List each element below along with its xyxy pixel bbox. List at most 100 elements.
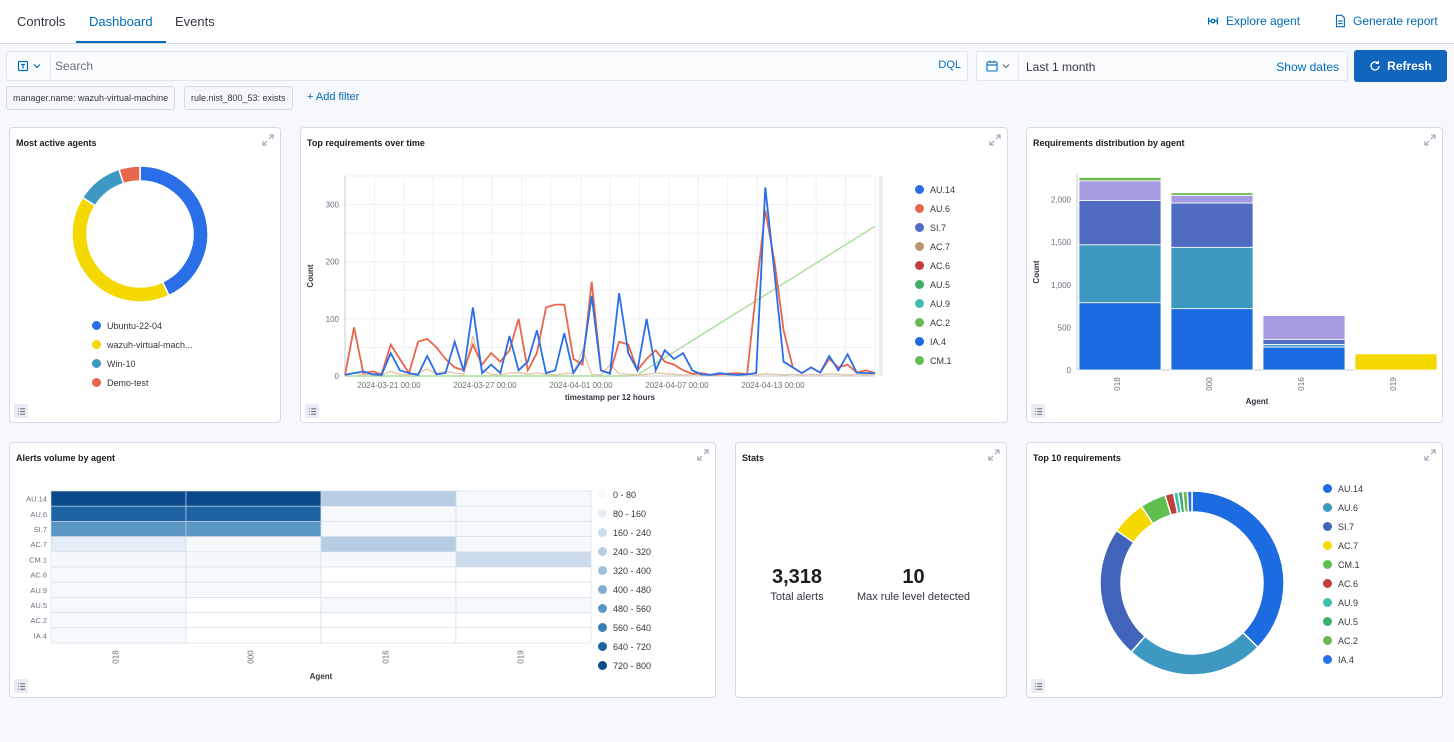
bar-segment[interactable] bbox=[1262, 346, 1346, 371]
tab-controls[interactable]: Controls bbox=[17, 14, 66, 29]
heatmap-cell[interactable] bbox=[185, 566, 322, 583]
dql-toggle[interactable]: DQL bbox=[938, 59, 961, 71]
legend-item[interactable]: AU.14 bbox=[1323, 479, 1363, 498]
legend-item[interactable]: AU.14 bbox=[915, 180, 955, 199]
refresh-button[interactable]: Refresh bbox=[1354, 50, 1447, 82]
search-input[interactable] bbox=[53, 54, 913, 78]
heatmap-cell[interactable] bbox=[50, 566, 187, 583]
legend-item[interactable]: wazuh-virtual-mach... bbox=[92, 335, 193, 354]
bar-segment[interactable] bbox=[1078, 200, 1162, 246]
donut-slice[interactable] bbox=[71, 196, 170, 303]
legend-toggle-button[interactable] bbox=[305, 404, 319, 418]
heatmap-cell[interactable] bbox=[185, 581, 322, 598]
heatmap-cell[interactable] bbox=[455, 581, 592, 598]
heatmap-cell[interactable] bbox=[50, 505, 187, 522]
add-filter-button[interactable]: + Add filter bbox=[307, 91, 360, 103]
heatmap-cell[interactable] bbox=[185, 627, 322, 644]
expand-icon[interactable] bbox=[989, 134, 1001, 146]
heatmap-cell[interactable] bbox=[320, 627, 457, 644]
bar-segment[interactable] bbox=[1078, 180, 1162, 201]
expand-icon[interactable] bbox=[1424, 449, 1436, 461]
bar-segment[interactable] bbox=[1170, 192, 1254, 196]
legend-item[interactable]: AU.5 bbox=[915, 275, 955, 294]
explore-agent-button[interactable]: Explore agent bbox=[1206, 14, 1300, 28]
heatmap-cell[interactable] bbox=[320, 490, 457, 507]
heatmap-cell[interactable] bbox=[455, 505, 592, 522]
legend-item[interactable]: 640 - 720 bbox=[598, 637, 651, 656]
legend-toggle-button[interactable] bbox=[1031, 404, 1045, 418]
heatmap-cell[interactable] bbox=[320, 536, 457, 553]
legend-item[interactable]: 240 - 320 bbox=[598, 542, 651, 561]
heatmap-cell[interactable] bbox=[320, 521, 457, 537]
donut-slice[interactable] bbox=[139, 165, 209, 297]
legend-item[interactable]: 160 - 240 bbox=[598, 523, 651, 542]
bar-segment[interactable] bbox=[1170, 202, 1254, 248]
heatmap-cell[interactable] bbox=[50, 536, 187, 553]
heatmap-cell[interactable] bbox=[50, 521, 187, 537]
heatmap-cell[interactable] bbox=[50, 612, 187, 629]
saved-query-menu[interactable] bbox=[7, 52, 51, 80]
legend-item[interactable]: 400 - 480 bbox=[598, 580, 651, 599]
legend-item[interactable]: IA.4 bbox=[915, 332, 955, 351]
legend-toggle-button[interactable] bbox=[14, 404, 28, 418]
series-line[interactable] bbox=[344, 335, 876, 376]
heatmap-cell[interactable] bbox=[50, 581, 187, 598]
donut-slice[interactable] bbox=[1191, 490, 1285, 649]
donut-slice[interactable] bbox=[1099, 529, 1147, 654]
legend-item[interactable]: CM.1 bbox=[915, 351, 955, 370]
legend-item[interactable]: CM.1 bbox=[1323, 555, 1363, 574]
heatmap-cell[interactable] bbox=[50, 551, 187, 568]
bar-segment[interactable] bbox=[1354, 353, 1437, 371]
heatmap-cell[interactable] bbox=[455, 612, 592, 629]
legend-item[interactable]: 80 - 160 bbox=[598, 504, 651, 523]
filter-pill-nist[interactable]: rule.nist_800_53: exists bbox=[184, 86, 293, 110]
legend-item[interactable]: AC.7 bbox=[1323, 536, 1363, 555]
legend-item[interactable]: AC.7 bbox=[915, 237, 955, 256]
legend-item[interactable]: Win-10 bbox=[92, 354, 193, 373]
legend-item[interactable]: AU.6 bbox=[915, 199, 955, 218]
bar-segment[interactable] bbox=[1262, 338, 1346, 345]
legend-item[interactable]: AU.6 bbox=[1323, 498, 1363, 517]
heatmap-cell[interactable] bbox=[320, 505, 457, 522]
bar-segment[interactable] bbox=[1078, 302, 1162, 371]
heatmap-cell[interactable] bbox=[455, 521, 592, 537]
heatmap-cell[interactable] bbox=[320, 612, 457, 629]
heatmap-cell[interactable] bbox=[455, 627, 592, 644]
heatmap-cell[interactable] bbox=[455, 490, 592, 507]
series-line[interactable] bbox=[345, 225, 876, 377]
legend-item[interactable]: 560 - 640 bbox=[598, 618, 651, 637]
bar-segment[interactable] bbox=[1078, 244, 1162, 304]
legend-item[interactable]: AC.2 bbox=[1323, 631, 1363, 650]
donut-slice[interactable] bbox=[1130, 631, 1259, 676]
legend-item[interactable]: 320 - 400 bbox=[598, 561, 651, 580]
bar-segment[interactable] bbox=[1170, 308, 1254, 371]
legend-item[interactable]: AC.6 bbox=[915, 256, 955, 275]
donut-slice[interactable] bbox=[118, 165, 141, 185]
legend-item[interactable]: Demo-test bbox=[92, 373, 193, 392]
heatmap-cell[interactable] bbox=[455, 566, 592, 583]
legend-toggle-button[interactable] bbox=[14, 679, 28, 693]
legend-item[interactable]: IA.4 bbox=[1323, 650, 1363, 669]
filter-pill-manager[interactable]: manager.name: wazuh-virtual-machine bbox=[6, 86, 176, 110]
heatmap-cell[interactable] bbox=[185, 597, 322, 613]
heatmap-cell[interactable] bbox=[455, 551, 592, 568]
legend-item[interactable]: AU.9 bbox=[1323, 593, 1363, 612]
date-range-text[interactable]: Last 1 month bbox=[1026, 60, 1096, 74]
quick-date-menu[interactable] bbox=[977, 52, 1019, 80]
heatmap-cell[interactable] bbox=[320, 597, 457, 613]
heatmap-cell[interactable] bbox=[185, 536, 322, 553]
legend-item[interactable]: 480 - 560 bbox=[598, 599, 651, 618]
heatmap-cell[interactable] bbox=[185, 490, 322, 507]
series-line[interactable] bbox=[344, 187, 875, 376]
bar-segment[interactable] bbox=[1262, 315, 1346, 340]
tab-events[interactable]: Events bbox=[175, 14, 215, 29]
tab-dashboard[interactable]: Dashboard bbox=[76, 0, 166, 43]
expand-icon[interactable] bbox=[988, 449, 1000, 461]
heatmap-cell[interactable] bbox=[185, 505, 322, 522]
bar-segment[interactable] bbox=[1262, 314, 1346, 316]
heatmap-cell[interactable] bbox=[455, 597, 592, 613]
legend-item[interactable]: AU.5 bbox=[1323, 612, 1363, 631]
legend-item[interactable]: Ubuntu-22-04 bbox=[92, 316, 193, 335]
legend-item[interactable]: SI.7 bbox=[915, 218, 955, 237]
heatmap-cell[interactable] bbox=[185, 521, 322, 537]
